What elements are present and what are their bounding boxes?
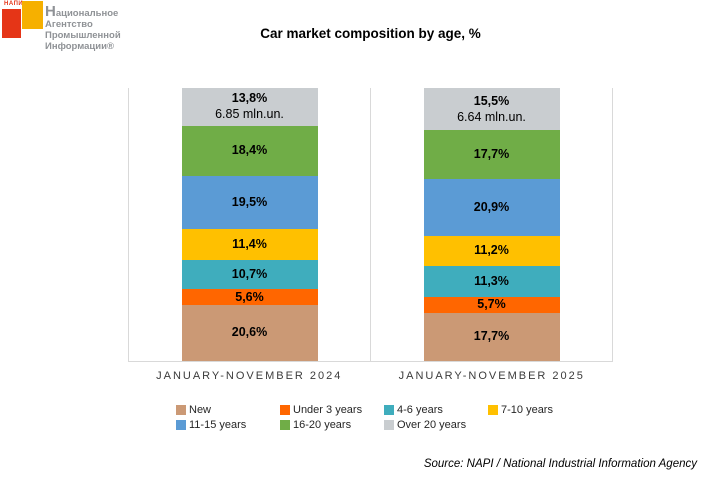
segment-value-label: 15,5% <box>473 93 510 108</box>
napi-logo-yellow-square <box>22 1 43 29</box>
napi-logo-wordmark: НАПИ <box>4 1 24 7</box>
legend-label: New <box>189 404 212 416</box>
legend-swatch-icon <box>384 420 394 430</box>
x-axis-labels: JANUARY-NOVEMBER 2024 JANUARY-NOVEMBER 20… <box>128 362 613 382</box>
legend-item-11-15-years: 11-15 years <box>176 419 280 431</box>
bar-segment-under-3-years: 5,6% <box>181 289 318 305</box>
segment-total-label: 6.85 mln.un. <box>215 107 284 122</box>
segment-value-label: 5,6% <box>235 289 264 304</box>
segment-value-label: 11,3% <box>474 274 509 289</box>
segment-value-label: 20,6% <box>231 325 268 340</box>
segment-value-label: 17,7% <box>473 329 510 344</box>
segment-value-label: 19,5% <box>231 195 268 209</box>
legend-label: 11-15 years <box>189 419 247 431</box>
chart-title: Car market composition by age, % <box>260 26 481 41</box>
bar-segment-over-20-years: 13,8% 6.85 mln.un. <box>181 88 318 126</box>
source-note: Source: NAPI / National Industrial Infor… <box>423 458 697 470</box>
plot-area: 13,8% 6.85 mln.un. 18,4% 19,5% 11,4% 10,7% 5,6… <box>128 88 613 362</box>
legend-swatch-icon <box>384 405 394 415</box>
stacked-bar-2: 15,5% 6.64 mln.un. 17,7% 20,9% 11,2% 11,3% 5,7… <box>423 88 560 361</box>
legend-swatch-icon <box>488 405 498 415</box>
x-axis-label-1: JANUARY-NOVEMBER 2024 <box>156 370 343 382</box>
segment-value-label: 20,9% <box>473 199 510 214</box>
legend: New Under 3 years 4-6 years 7-10 years 11-15… <box>176 404 592 431</box>
bar-segment-under-3-years: 5,7% <box>423 297 560 313</box>
legend-item-under-3-years: Under 3 years <box>280 404 384 416</box>
bar-segment-11-15-years: 20,9% <box>423 178 560 236</box>
segment-value-label: 10,7% <box>231 267 268 282</box>
logo-text-line: Национальное <box>45 3 119 20</box>
legend-label: 7-10 years <box>501 404 553 416</box>
x-axis-label-2: JANUARY-NOVEMBER 2025 <box>398 370 585 382</box>
legend-swatch-icon <box>280 405 290 415</box>
legend-item-7-10-years: 7-10 years <box>488 404 592 416</box>
segment-value-label: 5,7% <box>477 297 506 312</box>
legend-item-new: New <box>176 404 280 416</box>
legend-item-16-20-years: 16-20 years <box>280 419 384 431</box>
stacked-bar-1: 13,8% 6.85 mln.un. 18,4% 19,5% 11,4% 10,7% 5,6… <box>181 88 318 361</box>
legend-label: Over 20 years <box>397 419 467 431</box>
segment-value-label: 11,4% <box>232 237 267 252</box>
segment-value-label: 13,8% <box>231 91 268 106</box>
bar-segment-7-10-years: 11,2% <box>423 235 560 267</box>
legend-swatch-icon <box>176 405 186 415</box>
bar-segment-new: 20,6% <box>181 304 318 361</box>
legend-label: 16-20 years <box>293 419 352 431</box>
bar-segment-11-15-years: 19,5% <box>181 175 318 230</box>
legend-swatch-icon <box>176 420 186 430</box>
segment-value-label: 18,4% <box>231 143 268 158</box>
legend-swatch-icon <box>280 420 290 430</box>
bar-segment-4-6-years: 10,7% <box>181 260 318 290</box>
legend-item-4-6-years: 4-6 years <box>384 404 488 416</box>
bar-segment-4-6-years: 11,3% <box>423 266 560 298</box>
stacked-bar-chart: 13,8% 6.85 mln.un. 18,4% 19,5% 11,4% 10,7% 5,6… <box>128 88 613 382</box>
bar-segment-7-10-years: 11,4% <box>181 229 318 261</box>
chart-panel-1: 13,8% 6.85 mln.un. 18,4% 19,5% 11,4% 10,7% 5,6… <box>128 88 370 361</box>
segment-value-label: 17,7% <box>473 146 510 161</box>
chart-panel-2: 15,5% 6.64 mln.un. 17,7% 20,9% 11,2% 11,3% 5,7… <box>370 88 612 361</box>
logo-text-line: Промышленной <box>45 30 121 41</box>
legend-item-over-20-years: Over 20 years <box>384 419 488 431</box>
napi-logo-text: Национальное Агентство Промышленной Инфо… <box>45 3 121 52</box>
bar-segment-new: 17,7% <box>423 312 560 361</box>
legend-label: 4-6 years <box>397 404 443 416</box>
bar-segment-16-20-years: 17,7% <box>423 130 560 179</box>
logo-text-line: Агентство <box>45 19 93 30</box>
bar-segment-over-20-years: 15,5% 6.64 mln.un. <box>423 88 560 131</box>
segment-value-label: 11,2% <box>474 243 509 258</box>
segment-total-label: 6.64 mln.un. <box>457 109 526 124</box>
logo-text-line: Информации® <box>45 41 114 52</box>
napi-logo-red-square <box>2 9 21 38</box>
legend-label: Under 3 years <box>293 404 363 416</box>
bar-segment-16-20-years: 18,4% <box>181 125 318 176</box>
